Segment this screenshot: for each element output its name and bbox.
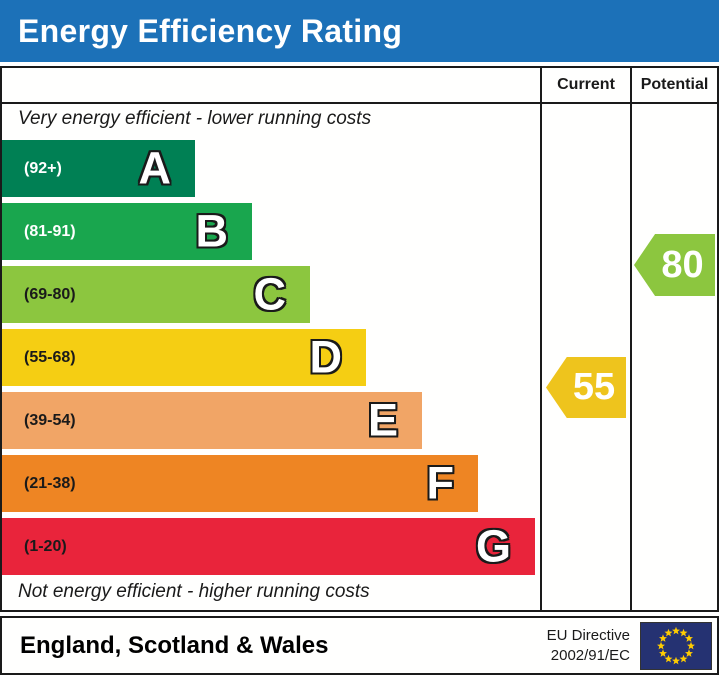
band-letter: B xyxy=(195,205,229,257)
band-range-label: (81-91) xyxy=(24,222,76,240)
band-range-label: (55-68) xyxy=(24,348,76,366)
top-note: Very energy efficient - lower running co… xyxy=(18,108,372,129)
current-column-header: Current xyxy=(557,76,615,93)
band-e: (39-54) E xyxy=(2,392,422,449)
band-letter: C xyxy=(253,268,287,320)
page-title: Energy Efficiency Rating xyxy=(18,12,403,49)
band-range-label: (1-20) xyxy=(24,537,67,555)
band-b: (81-91) B xyxy=(2,203,252,260)
current-column-divider xyxy=(540,68,542,610)
current-rating-arrow: 55 xyxy=(546,357,626,418)
band-g: (1-20) G xyxy=(2,518,535,575)
band-range-label: (21-38) xyxy=(24,474,76,492)
potential-rating-arrow: 80 xyxy=(634,234,715,296)
potential-rating-value: 80 xyxy=(661,243,704,286)
region-label: England, Scotland & Wales xyxy=(20,631,329,659)
band-a: (92+) A xyxy=(2,140,195,197)
band-c: (69-80) C xyxy=(2,266,310,323)
band-d: (55-68) D xyxy=(2,329,366,386)
band-letter: A xyxy=(138,142,172,194)
band-range-label: (69-80) xyxy=(24,285,76,303)
eu-flag-icon xyxy=(640,621,712,670)
band-range-label: (92+) xyxy=(24,159,62,177)
potential-column-divider xyxy=(630,68,632,610)
eu-directive-line2: 2002/91/EC xyxy=(550,646,630,664)
current-rating-value: 55 xyxy=(572,366,616,408)
band-range-label: (39-54) xyxy=(24,411,76,429)
header-divider xyxy=(2,102,717,104)
band-letter: E xyxy=(367,394,398,446)
title-bar: Energy Efficiency Rating xyxy=(0,0,719,62)
footer: England, Scotland & Wales EU Directive 2… xyxy=(0,616,719,675)
band-letter: D xyxy=(309,331,343,383)
band-letter: F xyxy=(426,457,455,509)
band-letter: G xyxy=(475,520,511,572)
rating-table: Current Potential Very energy efficient … xyxy=(0,66,719,612)
band-f: (21-38) F xyxy=(2,455,478,512)
eu-directive-line1: EU Directive xyxy=(546,627,630,644)
bottom-note: Not energy efficient - higher running co… xyxy=(18,581,370,602)
potential-column-header: Potential xyxy=(640,76,709,93)
eu-directive-label: EU Directive 2002/91/EC xyxy=(547,626,630,665)
bands: (92+) A (81-91) B (69-80) C (55-68) D (39-54) E (2… xyxy=(2,140,540,581)
